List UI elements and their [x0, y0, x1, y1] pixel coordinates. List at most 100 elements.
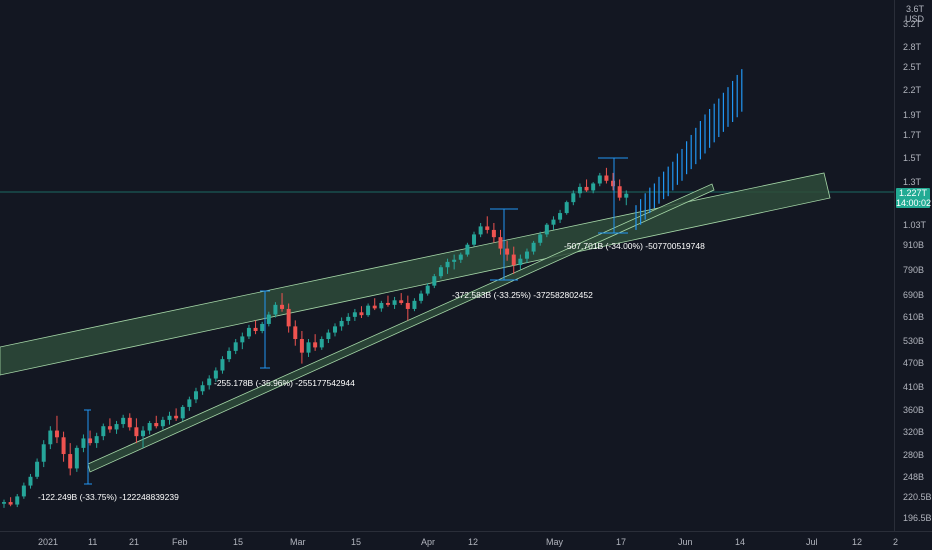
- candle-body: [227, 350, 232, 360]
- candle-body: [505, 248, 510, 255]
- candle: [107, 418, 112, 433]
- candle-body: [160, 419, 165, 427]
- candle-body: [107, 426, 112, 430]
- candle-body: [61, 437, 66, 455]
- candle: [485, 216, 490, 234]
- candle: [68, 443, 73, 476]
- candle-body: [346, 316, 351, 321]
- candle: [399, 293, 404, 305]
- candle: [577, 183, 582, 198]
- candle: [299, 331, 304, 364]
- candle: [187, 396, 192, 411]
- candle: [584, 179, 589, 192]
- last-price-value: 1.227T: [898, 188, 928, 198]
- candle-body: [531, 242, 536, 252]
- candle: [74, 445, 79, 472]
- candle: [253, 320, 258, 335]
- candle-body: [491, 229, 496, 238]
- y-tick-label: 280B: [903, 450, 924, 460]
- candle-body: [134, 427, 139, 437]
- x-axis[interactable]: 2021 11 21 Feb 15 Mar 15 Apr 12 May 17 J…: [38, 537, 898, 547]
- candle-body: [88, 438, 93, 444]
- y-tick-label: 1.9T: [903, 110, 922, 120]
- drawdown-measure-1[interactable]: [84, 409, 92, 485]
- candle-body: [339, 320, 344, 327]
- y-axis[interactable]: 3.2T 2.8T 2.5T 2.2T 1.9T 1.7T 1.5T 1.3T …: [903, 19, 932, 523]
- candle: [167, 411, 172, 425]
- candle: [154, 415, 159, 429]
- candle: [54, 415, 59, 444]
- candle-body: [372, 305, 377, 309]
- candle: [571, 190, 576, 206]
- candle-body: [41, 444, 46, 462]
- candle-body: [200, 385, 205, 392]
- candle: [551, 216, 556, 230]
- candle-body: [419, 293, 424, 301]
- candle: [478, 222, 483, 238]
- candle-body: [472, 234, 477, 245]
- candle: [405, 295, 410, 321]
- candle: [147, 420, 152, 435]
- drawdown-measure-4[interactable]: [598, 157, 628, 234]
- candle: [319, 336, 324, 350]
- x-tick-label: 11: [88, 537, 97, 547]
- candle: [472, 231, 477, 247]
- projection-layer: [635, 69, 743, 230]
- candle: [81, 434, 86, 453]
- candle: [141, 426, 146, 448]
- candle: [458, 252, 463, 263]
- candle-body: [392, 300, 397, 305]
- candle: [326, 329, 331, 344]
- candle-body: [193, 391, 198, 400]
- candle-body: [385, 302, 390, 305]
- green-channel[interactable]: [0, 172, 831, 376]
- y-tick-label: 248B: [903, 472, 924, 482]
- y-tick-label: 196.5B: [903, 513, 932, 523]
- candle-body: [74, 447, 79, 469]
- candle-body: [366, 305, 371, 316]
- candle: [101, 423, 106, 441]
- candle-body: [558, 213, 563, 220]
- y-tick-label: 1.3T: [903, 177, 922, 187]
- candle-body: [518, 258, 523, 266]
- candle-body: [266, 314, 271, 324]
- candle-body: [412, 300, 417, 309]
- time-axis-divider: [0, 531, 932, 532]
- candle: [306, 339, 311, 357]
- candle: [591, 182, 596, 194]
- candle: [240, 332, 245, 350]
- y-tick-label: 320B: [903, 427, 924, 437]
- candle: [134, 418, 139, 444]
- candle-body: [54, 430, 59, 438]
- y-tick-label: 3.2T: [903, 19, 922, 29]
- candle-body: [591, 183, 596, 191]
- candle-body: [425, 285, 430, 294]
- candle-body: [597, 175, 602, 184]
- candle: [48, 426, 53, 450]
- y-tick-label: 790B: [903, 265, 924, 275]
- x-tick-label: 17: [616, 537, 626, 547]
- x-tick-label: Apr: [421, 537, 435, 547]
- candle-body: [399, 300, 404, 303]
- candle-body: [48, 430, 53, 445]
- candle: [180, 405, 185, 421]
- price-axis-header: 3.6T USD: [905, 4, 924, 24]
- y-tick-label: 470B: [903, 358, 924, 368]
- candle-body: [121, 417, 126, 425]
- drawdown-measure-3[interactable]: [490, 208, 518, 281]
- candle-body: [584, 186, 589, 191]
- drawdown-measure-2[interactable]: [260, 290, 270, 369]
- candle-body: [246, 327, 251, 337]
- candle: [425, 283, 430, 296]
- annotation-label: -507.701B (-34.00%) -507700519748: [564, 241, 705, 251]
- candle-body: [564, 202, 569, 214]
- candle-body: [445, 261, 450, 268]
- candle-body: [293, 326, 298, 340]
- candle-body: [352, 312, 357, 317]
- candle: [505, 240, 510, 261]
- candle-body: [94, 436, 99, 444]
- candle-body: [458, 254, 463, 260]
- candle: [233, 339, 238, 355]
- last-price-badge: 1.227T 14:00:02: [896, 188, 931, 208]
